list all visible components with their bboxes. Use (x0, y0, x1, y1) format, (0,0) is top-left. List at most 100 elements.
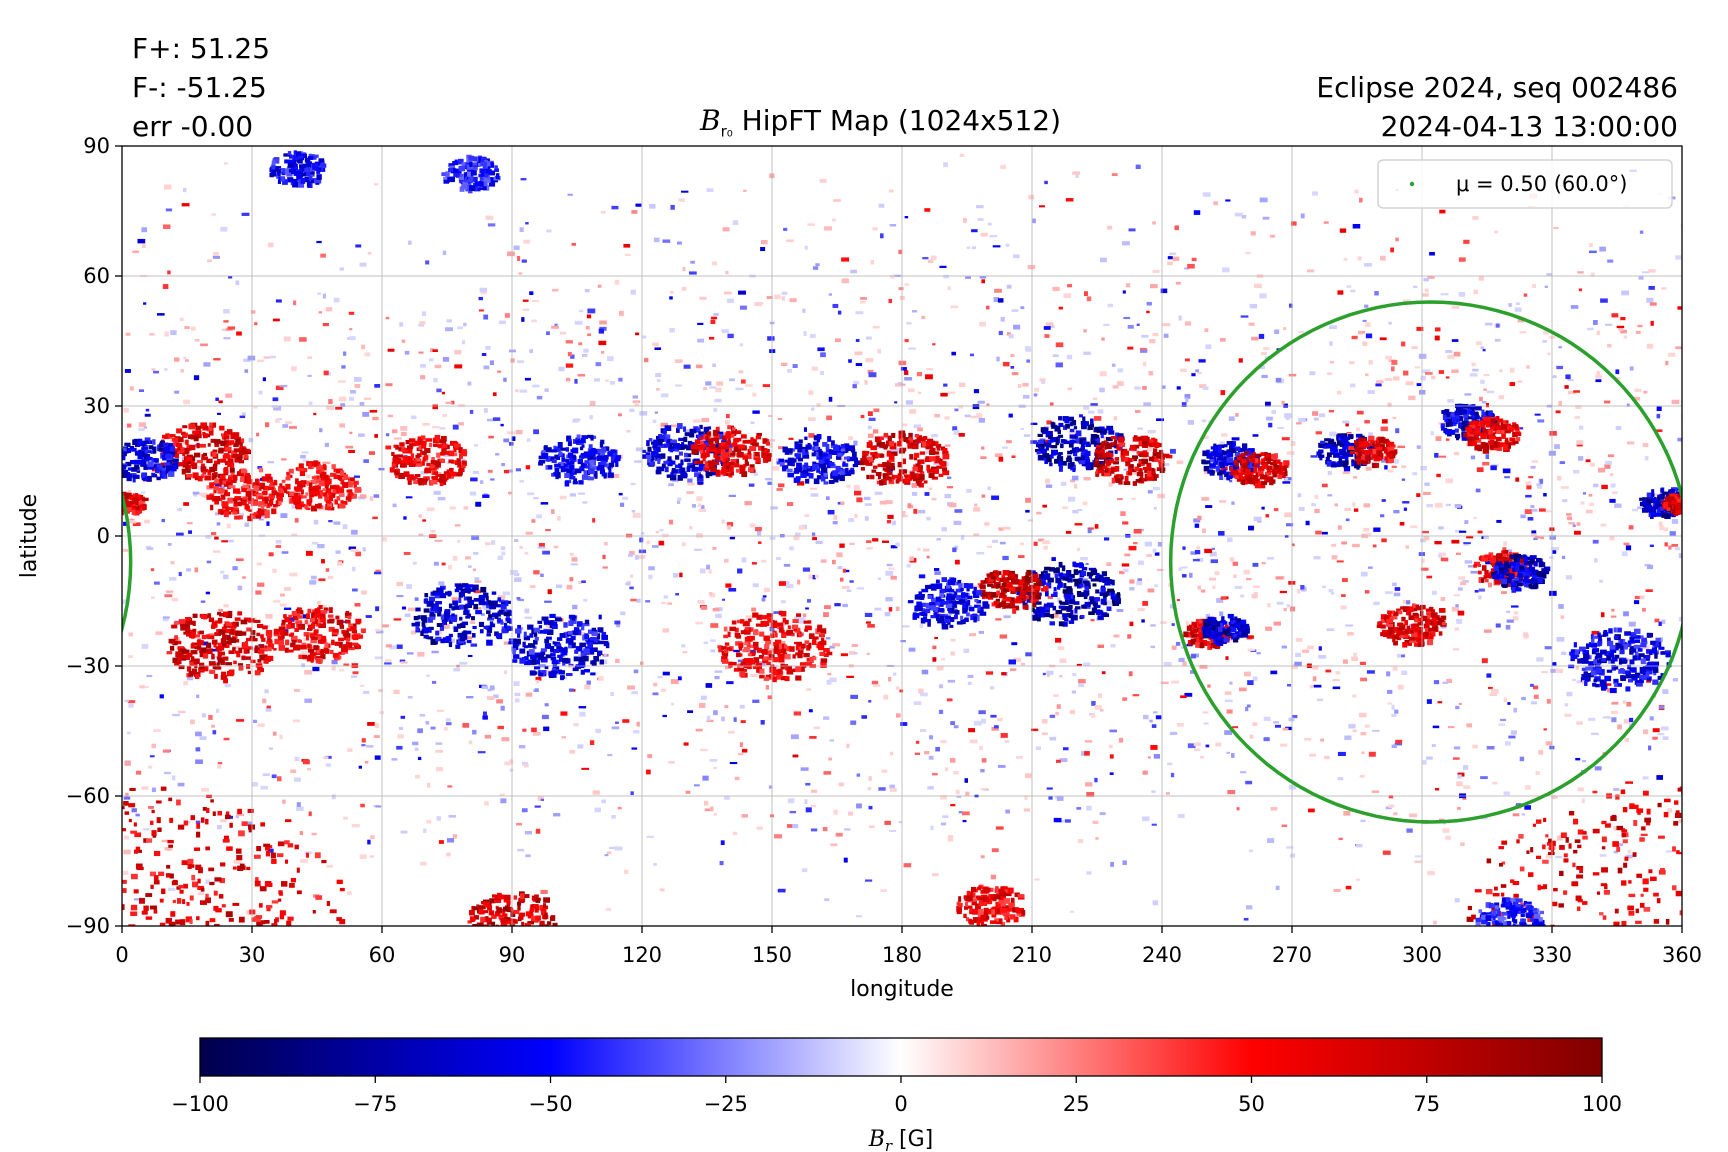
field-speckle (342, 524, 348, 530)
field-speckle (577, 373, 586, 377)
field-speckle (980, 232, 988, 237)
active-region-pixel (1008, 581, 1013, 588)
active-region-pixel (1048, 442, 1052, 448)
active-region-pixel (291, 639, 297, 643)
field-speckle (555, 584, 563, 589)
field-speckle (302, 614, 309, 619)
field-speckle (1266, 416, 1273, 421)
field-speckle (519, 480, 525, 483)
field-speckle (306, 474, 311, 479)
field-speckle (1400, 654, 1406, 658)
field-speckle (1455, 705, 1460, 710)
field-speckle (238, 512, 245, 517)
field-speckle (392, 503, 397, 508)
active-region-pixel (315, 658, 321, 663)
active-region-pixel (227, 511, 232, 515)
field-speckle (635, 203, 642, 207)
field-speckle (1091, 700, 1096, 706)
field-speckle (792, 823, 799, 829)
field-speckle (448, 565, 453, 570)
field-speckle (1131, 497, 1136, 500)
field-speckle (1142, 816, 1150, 822)
field-speckle (592, 518, 596, 523)
field-speckle (190, 326, 196, 331)
field-speckle (322, 322, 329, 327)
field-speckle (223, 309, 230, 314)
field-speckle (352, 588, 358, 592)
field-speckle (479, 480, 484, 484)
active-region-pixel (1058, 561, 1063, 568)
field-speckle (904, 377, 913, 381)
active-region-pixel (1128, 470, 1133, 476)
field-speckle (859, 300, 866, 304)
field-speckle (1075, 174, 1079, 178)
field-speckle (781, 641, 786, 646)
field-speckle (1108, 744, 1113, 748)
active-region-pixel (309, 633, 315, 639)
field-speckle (1038, 538, 1045, 542)
field-speckle (712, 261, 718, 266)
field-speckle (685, 790, 691, 794)
active-region-pixel (265, 473, 272, 477)
field-speckle (500, 705, 505, 711)
field-speckle (273, 406, 282, 411)
field-speckle (1316, 698, 1324, 702)
field-speckle (1588, 717, 1596, 721)
field-speckle (1297, 418, 1306, 423)
active-region-pixel (345, 612, 352, 617)
field-speckle (1099, 387, 1105, 393)
active-region-pixel (1077, 592, 1084, 597)
field-speckle (676, 241, 682, 245)
field-speckle (1590, 272, 1595, 277)
active-region-pixel (220, 440, 227, 447)
field-speckle (662, 714, 667, 718)
field-speckle (595, 728, 602, 734)
field-speckle (509, 441, 514, 446)
field-speckle (1220, 466, 1228, 471)
active-region-pixel (1069, 439, 1075, 445)
active-region-pixel (500, 621, 504, 625)
field-speckle (367, 252, 372, 255)
active-region-pixel (1029, 599, 1036, 603)
active-region-pixel (512, 644, 519, 650)
active-region-pixel (562, 662, 566, 666)
field-speckle (1305, 520, 1310, 526)
active-region-pixel (1063, 425, 1068, 431)
field-speckle (1275, 724, 1281, 728)
field-speckle (810, 493, 819, 497)
active-region-pixel (308, 649, 315, 653)
field-speckle (977, 400, 985, 404)
active-region-pixel (1087, 424, 1093, 430)
active-region-pixel (203, 653, 209, 659)
field-speckle (1424, 288, 1429, 293)
active-region-pixel (188, 423, 196, 430)
field-speckle (878, 787, 886, 791)
field-speckle (1371, 790, 1380, 793)
field-speckle (789, 810, 797, 814)
active-region-pixel (556, 646, 562, 651)
active-region-pixel (1138, 468, 1143, 472)
field-speckle (814, 574, 819, 579)
field-speckle (525, 854, 531, 858)
field-speckle (1268, 422, 1273, 428)
field-speckle (1205, 744, 1210, 748)
field-speckle (583, 348, 589, 353)
field-speckle (153, 729, 161, 732)
field-speckle (349, 431, 353, 434)
field-speckle (458, 422, 464, 426)
field-speckle (400, 431, 407, 437)
active-region-pixel (497, 597, 502, 602)
active-region-pixel (254, 647, 261, 654)
active-region-pixel (1158, 461, 1162, 468)
active-region-pixel (327, 614, 334, 618)
field-speckle (527, 492, 535, 496)
field-speckle (1241, 214, 1247, 219)
field-speckle (701, 417, 710, 423)
field-speckle (569, 749, 576, 754)
active-region-pixel (1102, 428, 1108, 434)
field-speckle (533, 496, 539, 500)
active-region-pixel (1088, 611, 1095, 615)
field-speckle (1199, 664, 1208, 669)
field-speckle (1295, 422, 1302, 425)
field-speckle (1046, 673, 1051, 677)
